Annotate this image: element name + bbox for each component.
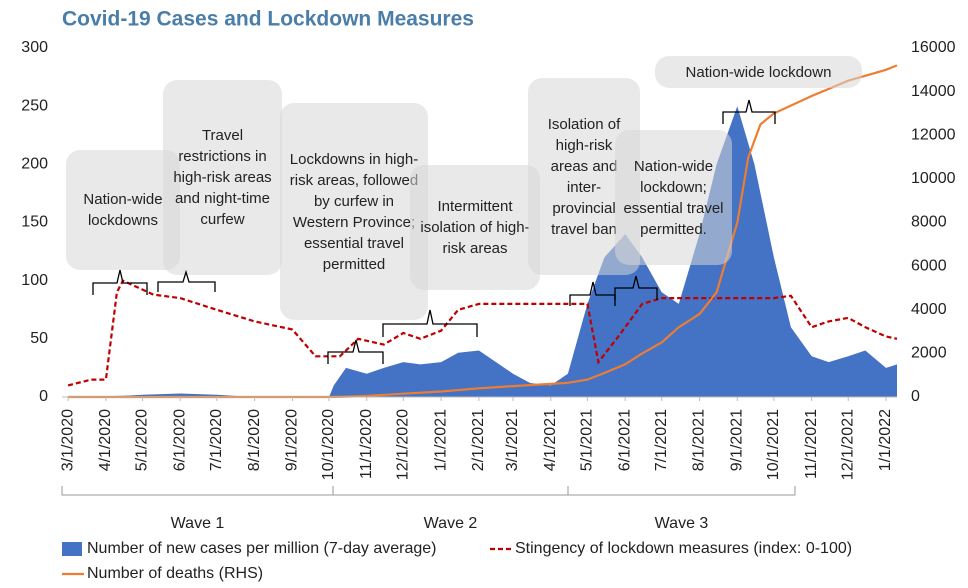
x-tick-label: 10/1/2021 <box>765 409 782 480</box>
x-tick-label: 8/1/2021 <box>691 409 708 471</box>
y-tick-label: 300 <box>21 39 48 56</box>
wave-label: Wave 3 <box>655 515 709 532</box>
x-tick-label: 6/1/2021 <box>616 409 633 471</box>
x-tick-label: 1/1/2021 <box>432 409 449 471</box>
x-tick-label: 3/1/2021 <box>504 409 521 471</box>
y2-tick-label: 8000 <box>911 214 947 231</box>
x-tick-label: 12/1/2021 <box>839 409 856 480</box>
y-tick-label: 250 <box>21 97 48 114</box>
y-tick-label: 0 <box>39 388 48 405</box>
x-tick-label: 12/1/2020 <box>395 409 412 480</box>
legend-label: Number of new cases per million (7-day a… <box>87 540 436 557</box>
y-tick-label: 150 <box>21 214 48 231</box>
x-tick-label: 11/1/2020 <box>358 409 375 479</box>
y2-tick-label: 0 <box>911 388 920 405</box>
x-tick-label: 2/1/2021 <box>470 409 487 471</box>
x-tick-label: 10/1/2020 <box>320 409 337 480</box>
legend-label: Stingency of lockdown measures (index: 0… <box>515 540 852 557</box>
y2-tick-label: 12000 <box>911 126 956 143</box>
x-tick-label: 5/1/2020 <box>134 409 151 471</box>
annotation: Nation-wide lockdowns <box>66 150 180 270</box>
y2-tick-label: 6000 <box>911 257 947 274</box>
x-tick-label: 8/1/2020 <box>246 409 263 471</box>
x-tick-label: 7/1/2021 <box>653 409 670 471</box>
x-tick-label: 3/1/2020 <box>59 409 76 471</box>
annotation: Travel restrictions in high-risk areas a… <box>163 80 282 275</box>
x-tick-label: 7/1/2020 <box>208 409 225 471</box>
y2-tick-label: 14000 <box>911 83 956 100</box>
wave-label: Wave 1 <box>171 515 225 532</box>
y2-tick-label: 10000 <box>911 170 956 187</box>
x-tick-label: 4/1/2020 <box>97 409 114 471</box>
x-tick-label: 1/1/2022 <box>877 409 894 471</box>
legend-swatch <box>62 542 82 556</box>
x-tick-label: 4/1/2021 <box>542 409 559 471</box>
chart-title: Covid-19 Cases and Lockdown Measures <box>62 8 474 31</box>
y2-tick-label: 2000 <box>911 345 947 362</box>
x-tick-label: 5/1/2021 <box>579 409 596 471</box>
wave-bracket <box>332 486 569 496</box>
y-tick-label: 200 <box>21 156 48 173</box>
cases-area <box>68 106 898 397</box>
x-tick-label: 9/1/2021 <box>729 409 746 471</box>
annotation: Intermittent isolation of high-risk area… <box>410 165 540 290</box>
stringency-line <box>67 279 898 387</box>
annotation: Nation-wide lockdown <box>655 56 862 88</box>
annotation: Lockdowns in high-risk areas, followed b… <box>280 103 428 320</box>
wave-label: Wave 2 <box>424 515 478 532</box>
y2-tick-label: 16000 <box>911 39 956 56</box>
y2-tick-label: 4000 <box>911 301 947 318</box>
x-tick-label: 6/1/2020 <box>171 409 188 471</box>
legend-label: Number of deaths (RHS) <box>87 565 263 582</box>
y-tick-label: 100 <box>21 272 48 289</box>
y-tick-label: 50 <box>30 330 48 347</box>
annotation: Nation-wide lockdown; essential travel p… <box>615 130 732 265</box>
x-tick-label: 11/1/2021 <box>803 409 820 479</box>
x-tick-label: 9/1/2020 <box>284 409 301 471</box>
wave-bracket <box>61 486 334 496</box>
wave-bracket <box>567 486 796 496</box>
